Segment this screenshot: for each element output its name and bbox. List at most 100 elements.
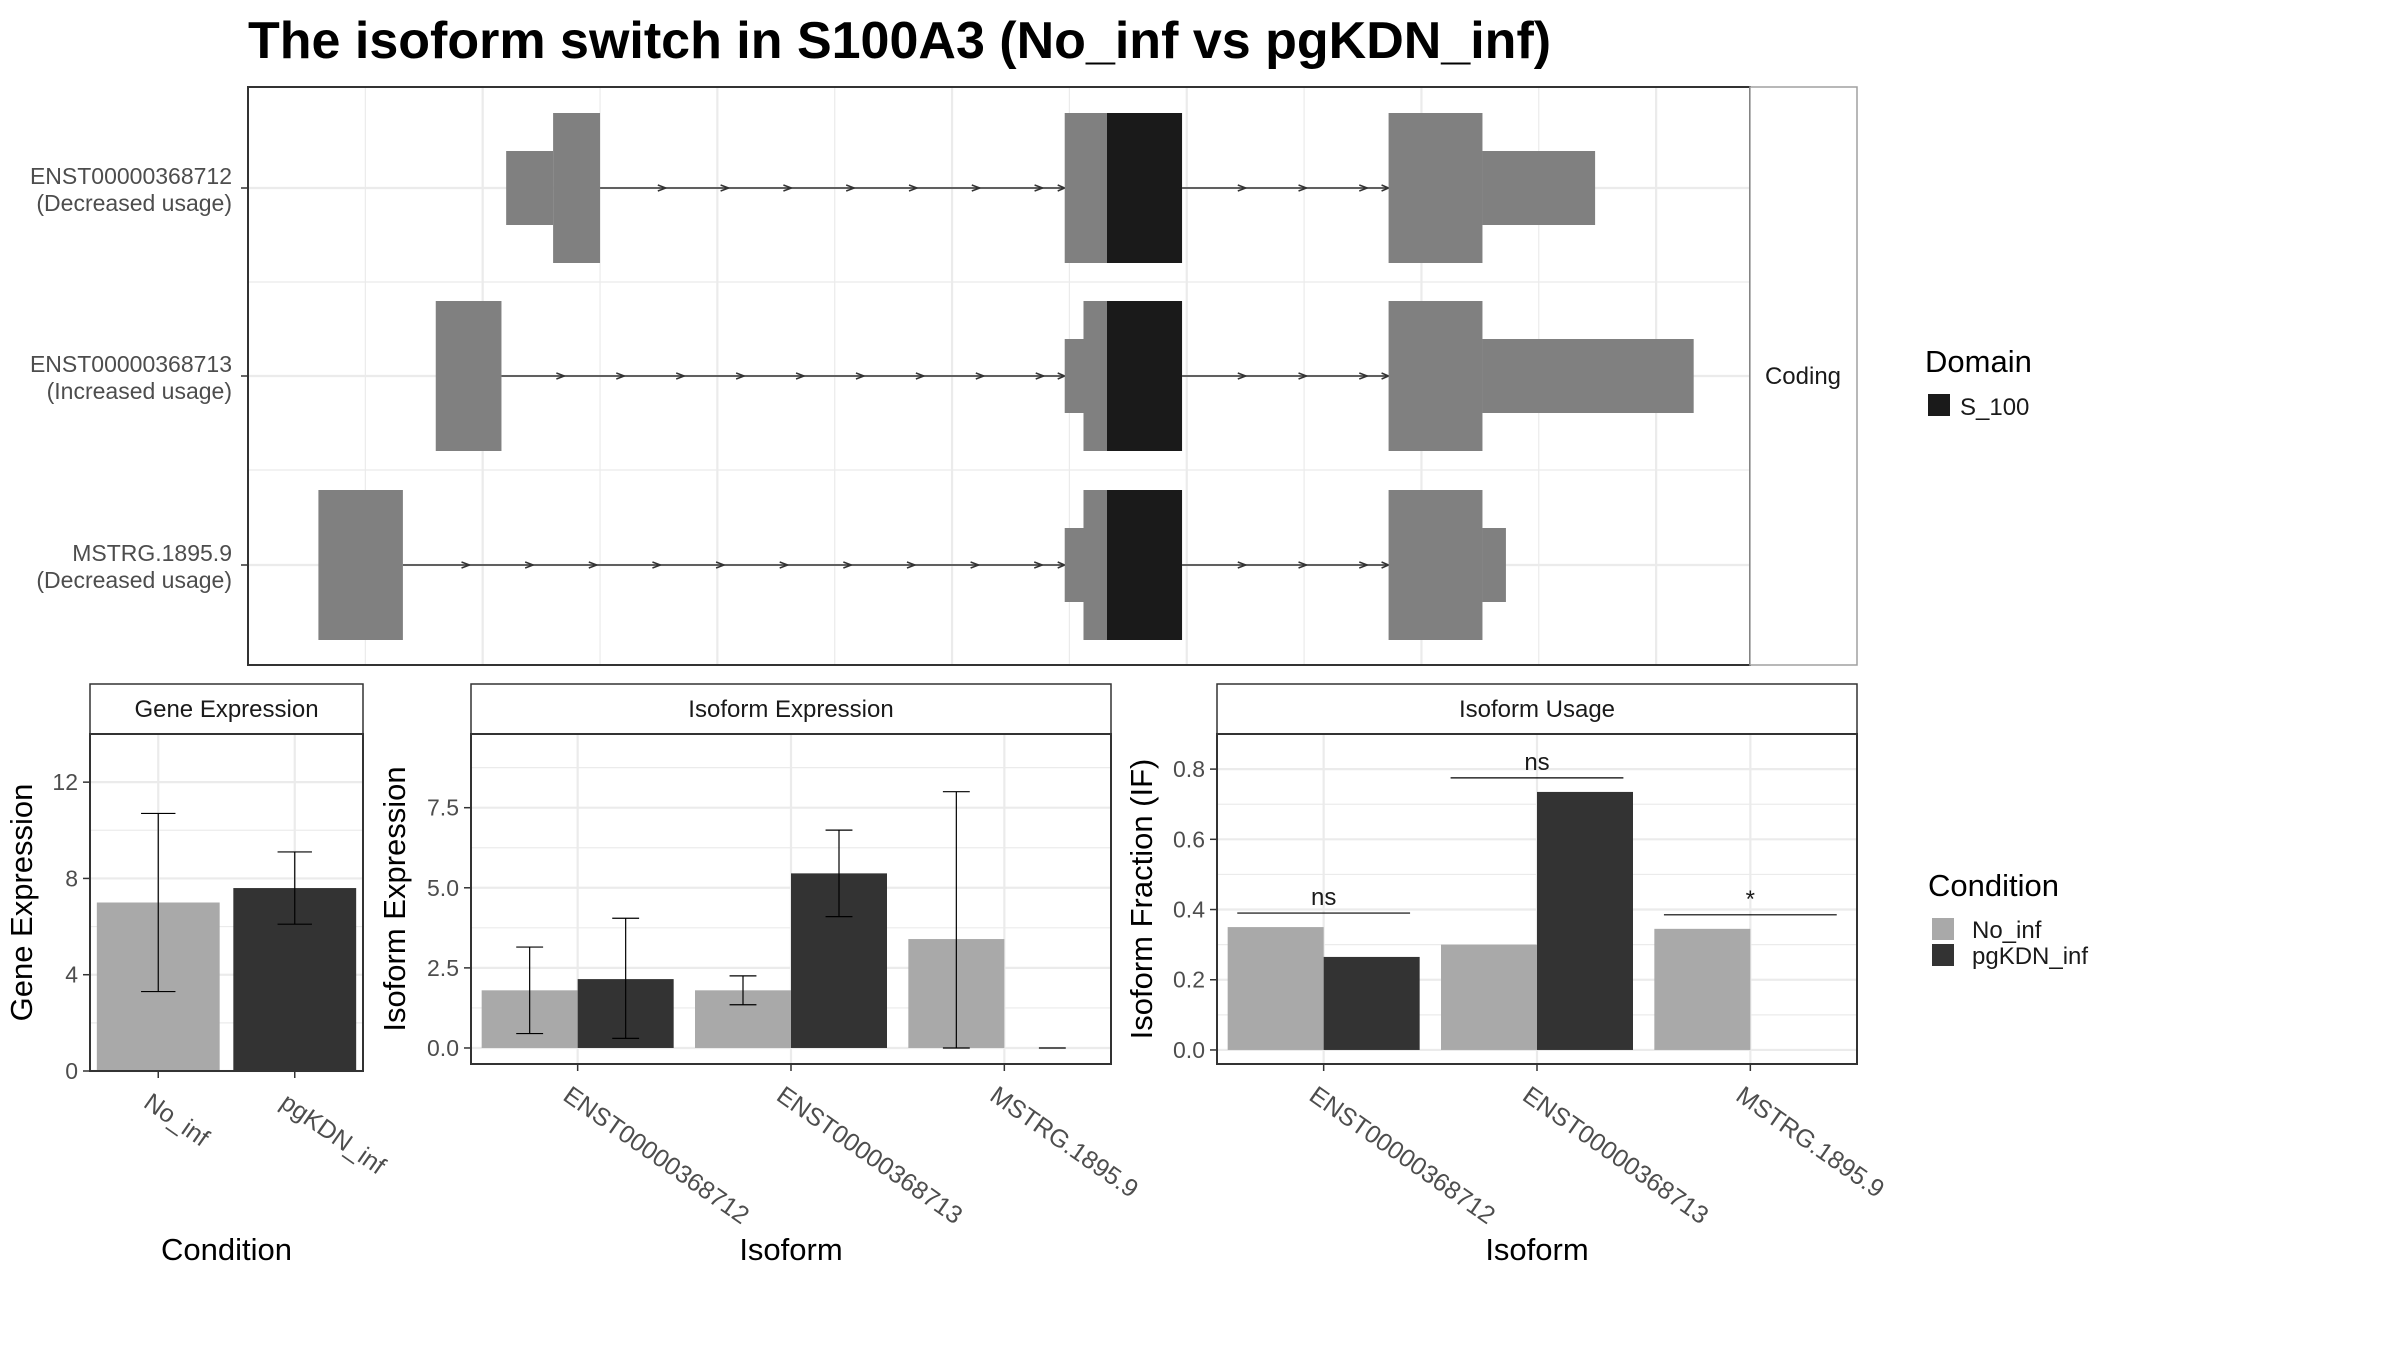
transcript-id-label: MSTRG.1895.9 (72, 540, 232, 566)
coding-exon (1388, 490, 1483, 640)
bar-pgkdn-inf (1323, 956, 1420, 1050)
legend-label: No_inf (1972, 917, 2042, 944)
legend-key (1932, 944, 1954, 966)
legend-title: Domain (1925, 344, 2032, 379)
domain-s100-block (1106, 301, 1183, 451)
facet-strip-label: Coding (1765, 363, 1841, 390)
legend-key (1928, 394, 1950, 416)
x-tick-label: ENST00000368713 (772, 1081, 968, 1230)
x-axis-title: Isoform (1485, 1232, 1588, 1267)
coding-exon (1083, 301, 1107, 451)
bar-no-inf (1227, 927, 1324, 1050)
transcript-usage-label: (Decreased usage) (36, 190, 232, 216)
coding-exon (553, 113, 601, 263)
intron-arrow (735, 372, 747, 380)
significance-label: * (1746, 886, 1755, 913)
intron-arrow (908, 184, 920, 192)
intron-arrow (1057, 184, 1067, 192)
y-tick-label: 7.5 (427, 795, 459, 821)
intron-arrow (1034, 184, 1045, 192)
coding-exon (435, 301, 502, 451)
facet-strip (1749, 86, 1858, 666)
y-tick-label: 12 (52, 769, 78, 795)
intron-arrow (1359, 561, 1370, 569)
bar-no-inf (1654, 928, 1751, 1050)
intron-arrow (1298, 184, 1309, 192)
intron-arrow (1359, 184, 1370, 192)
facet-strip-label: Isoform Expression (688, 696, 893, 723)
x-tick-label: MSTRG.1895.9 (1731, 1081, 1889, 1204)
legend-label: pgKDN_inf (1972, 943, 2088, 970)
x-tick-label: ENST00000368712 (1304, 1081, 1500, 1230)
y-axis-title: Isoform Fraction (IF) (1124, 759, 1159, 1040)
isoform-expression-panel: Isoform Expression 0.0 2.5 5.0 7.5 ENST000003… (377, 683, 1143, 1267)
intron-arrow (971, 184, 982, 192)
domain-legend: Domain S_100 (1925, 344, 2032, 421)
legend-title: Condition (1928, 868, 2059, 903)
facet-strip (1216, 683, 1858, 735)
x-tick-label: No_inf (139, 1088, 214, 1152)
intron-arrow (616, 372, 627, 380)
utr-exon (1482, 339, 1694, 413)
intron-arrow (461, 561, 472, 569)
intron-arrow (1035, 372, 1046, 380)
x-axis-title: Condition (161, 1232, 292, 1267)
utr-exon (1482, 151, 1596, 225)
y-tick-label: 0.0 (427, 1035, 459, 1061)
intron-arrow (783, 184, 794, 192)
y-tick-label: 5.0 (427, 875, 459, 901)
intron-arrow (588, 561, 599, 569)
coding-exon (1083, 490, 1107, 640)
transcript-structure-panel: ENST00000368712(Decreased usage)ENST0000… (30, 86, 1858, 666)
x-tick-label: ENST00000368712 (558, 1081, 754, 1230)
domain-s100-block (1106, 490, 1183, 640)
intron-arrow (675, 372, 687, 380)
intron-arrow (1237, 372, 1248, 380)
x-tick-label: MSTRG.1895.9 (985, 1081, 1143, 1204)
figure-title: The isoform switch in S100A3 (No_inf vs … (248, 12, 1551, 70)
coding-exon (318, 490, 403, 640)
intron-arrow (1298, 561, 1309, 569)
intron-arrow (652, 561, 663, 569)
intron-arrow (715, 561, 727, 569)
intron-arrow (843, 561, 854, 569)
gene-expression-panel: Gene Expression 0 4 8 12 No_inf pgKDN_inf Condi… (4, 683, 390, 1267)
facet-strip-label: Isoform Usage (1459, 696, 1615, 723)
domain-s100-block (1106, 113, 1183, 263)
utr-exon (506, 151, 554, 225)
intron-arrow (657, 184, 668, 192)
y-axis-title: Gene Expression (4, 784, 39, 1022)
intron-arrow (1381, 561, 1391, 569)
y-tick-label: 8 (65, 865, 78, 891)
y-tick-label: 0.4 (1173, 897, 1205, 923)
significance-label: ns (1311, 884, 1336, 911)
y-tick-label: 0.2 (1173, 967, 1205, 993)
x-axis-title: Isoform (739, 1232, 842, 1267)
y-tick-label: 0.8 (1173, 756, 1205, 782)
intron-arrow (975, 372, 986, 380)
y-tick-label: 0.0 (1173, 1037, 1205, 1063)
utr-exon (1482, 528, 1506, 602)
intron-arrow (1057, 372, 1067, 380)
y-tick-label: 2.5 (427, 955, 459, 981)
transcript-usage-label: (Decreased usage) (36, 567, 232, 593)
intron-arrow (1237, 184, 1248, 192)
isoform-usage-panel: Isoform Usage 0.0 0.2 0.4 0.6 0.8 ns ns * ENST000… (1124, 683, 1889, 1267)
x-tick-label: ENST00000368713 (1518, 1081, 1714, 1230)
transcript-usage-label: (Increased usage) (47, 378, 232, 404)
utr-exon (1064, 528, 1084, 602)
significance-label: ns (1524, 749, 1549, 776)
facet-strip (89, 683, 364, 735)
coding-exon (1388, 301, 1483, 451)
y-tick-label: 0 (65, 1058, 78, 1084)
x-tick-label: pgKDN_inf (275, 1088, 390, 1180)
intron-arrow (1298, 372, 1309, 380)
intron-arrow (556, 372, 567, 380)
intron-arrow (720, 184, 731, 192)
bar-no-inf (1441, 944, 1537, 1050)
intron-arrow (845, 184, 857, 192)
intron-arrow (1381, 184, 1391, 192)
intron-arrow (915, 372, 927, 380)
transcript-id-label: ENST00000368712 (30, 163, 232, 189)
coding-exon (1388, 113, 1483, 263)
